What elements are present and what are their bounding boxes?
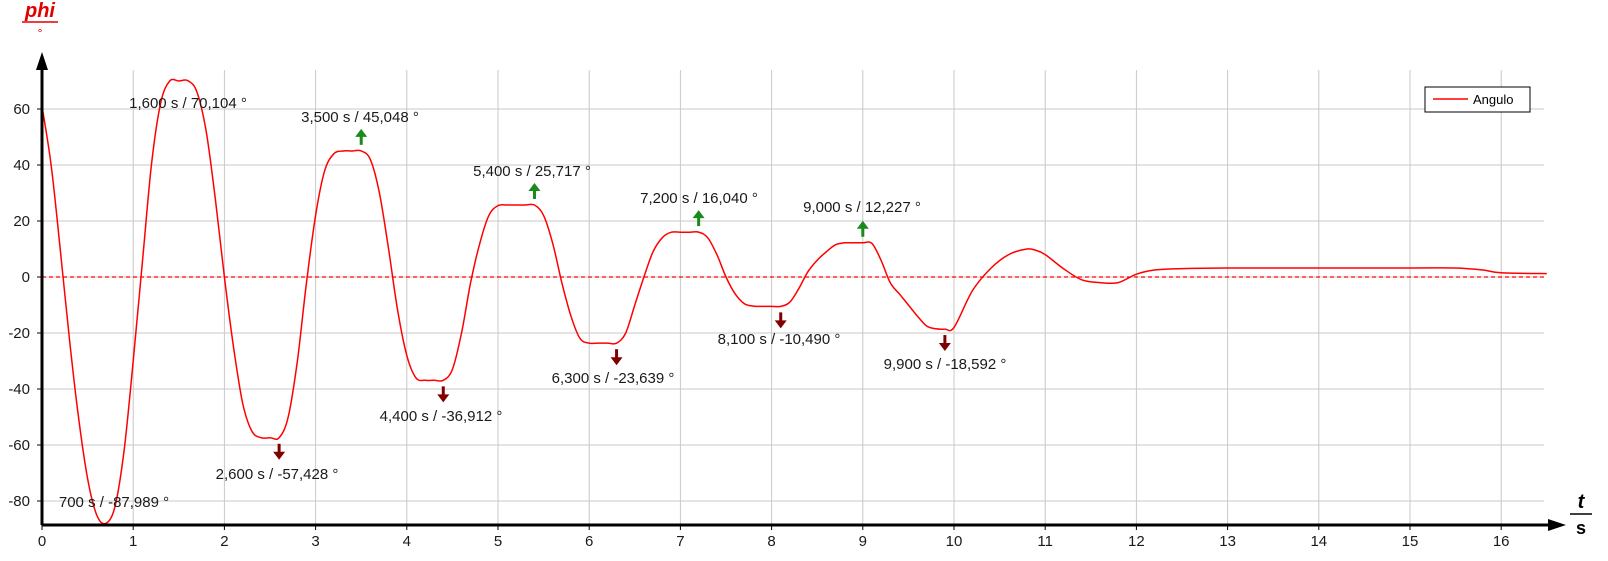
min-marker-arrowhead xyxy=(273,451,286,460)
max-annotation-label: 5,400 s / 25,717 ° xyxy=(473,163,591,180)
x-axis-title: t xyxy=(1578,491,1586,513)
max-marker-arrowhead xyxy=(355,128,368,137)
max-annotation-label: 9,000 s / 12,227 ° xyxy=(803,199,921,216)
grid xyxy=(37,70,1544,530)
y-tick-label: -80 xyxy=(8,493,30,510)
min-annotation-label: 9,900 s / -18,592 ° xyxy=(884,356,1007,373)
x-tick-label: 13 xyxy=(1219,533,1236,550)
min-marker-arrowhead xyxy=(938,343,951,352)
max-marker-arrowhead xyxy=(692,210,705,219)
tick-labels: 0 1 2 3 4 5 6 7 8 9 10 11 12 13 14 15 16-80-60-40-200204… xyxy=(8,101,1509,550)
legend: Angulo xyxy=(1424,86,1531,113)
y-tick-label: -20 xyxy=(8,325,30,342)
x-tick-label: 7 xyxy=(676,533,684,550)
x-axis-unit: s xyxy=(1576,518,1586,538)
x-tick-label: 15 xyxy=(1402,533,1419,550)
x-tick-label: 1 xyxy=(129,533,137,550)
y-tick-label: 40 xyxy=(13,157,30,174)
x-tick-label: 6 xyxy=(585,533,593,550)
x-tick-label: 4 xyxy=(403,533,411,550)
y-axis-title: phi xyxy=(24,0,55,22)
y-axis-arrowhead xyxy=(36,52,48,70)
y-tick-label: -60 xyxy=(8,437,30,454)
max-marker-arrowhead xyxy=(528,182,541,191)
x-tick-label: 16 xyxy=(1493,533,1510,550)
min-annotation-label: 6,300 s / -23,639 ° xyxy=(552,370,675,387)
series-layer xyxy=(41,78,1547,525)
x-tick-label: 5 xyxy=(494,533,502,550)
x-axis-arrowhead xyxy=(1548,519,1566,531)
min-marker-arrowhead xyxy=(437,394,450,403)
min-annotation-label: 2,600 s / -57,428 ° xyxy=(216,466,339,483)
series-line-angulo xyxy=(41,78,1547,525)
max-annotation-label: 3,500 s / 45,048 ° xyxy=(301,109,419,126)
annotations: 1,600 s / 70,104 ° 3,500 s / 45,048 ° 5,40… xyxy=(59,95,1007,511)
min-annotation-label: 8,100 s / -10,490 ° xyxy=(718,331,841,348)
max-annotation-label: 1,600 s / 70,104 ° xyxy=(129,95,247,112)
y-tick-label: 0 xyxy=(22,269,30,286)
min-marker-arrowhead xyxy=(610,357,623,366)
y-axis-unit: ° xyxy=(38,26,43,40)
x-tick-label: 3 xyxy=(311,533,319,550)
max-marker-arrowhead xyxy=(856,220,869,229)
y-tick-label: -40 xyxy=(8,381,30,398)
x-tick-label: 10 xyxy=(946,533,963,550)
min-annotation-label: 700 s / -87,989 ° xyxy=(59,494,169,511)
max-annotation-label: 7,200 s / 16,040 ° xyxy=(640,190,758,207)
x-tick-label: 12 xyxy=(1128,533,1145,550)
x-tick-label: 11 xyxy=(1037,533,1053,550)
x-tick-label: 2 xyxy=(220,533,228,550)
y-tick-label: 20 xyxy=(13,213,30,230)
legend-label: Angulo xyxy=(1473,92,1513,107)
x-tick-label: 14 xyxy=(1310,533,1327,550)
min-annotation-label: 4,400 s / -36,912 ° xyxy=(380,408,503,425)
axes xyxy=(36,52,1566,531)
y-tick-label: 60 xyxy=(13,101,30,118)
min-marker-arrowhead xyxy=(774,320,787,329)
x-tick-label: 9 xyxy=(859,533,867,550)
x-tick-label: 0 xyxy=(38,533,46,550)
x-tick-label: 8 xyxy=(767,533,775,550)
